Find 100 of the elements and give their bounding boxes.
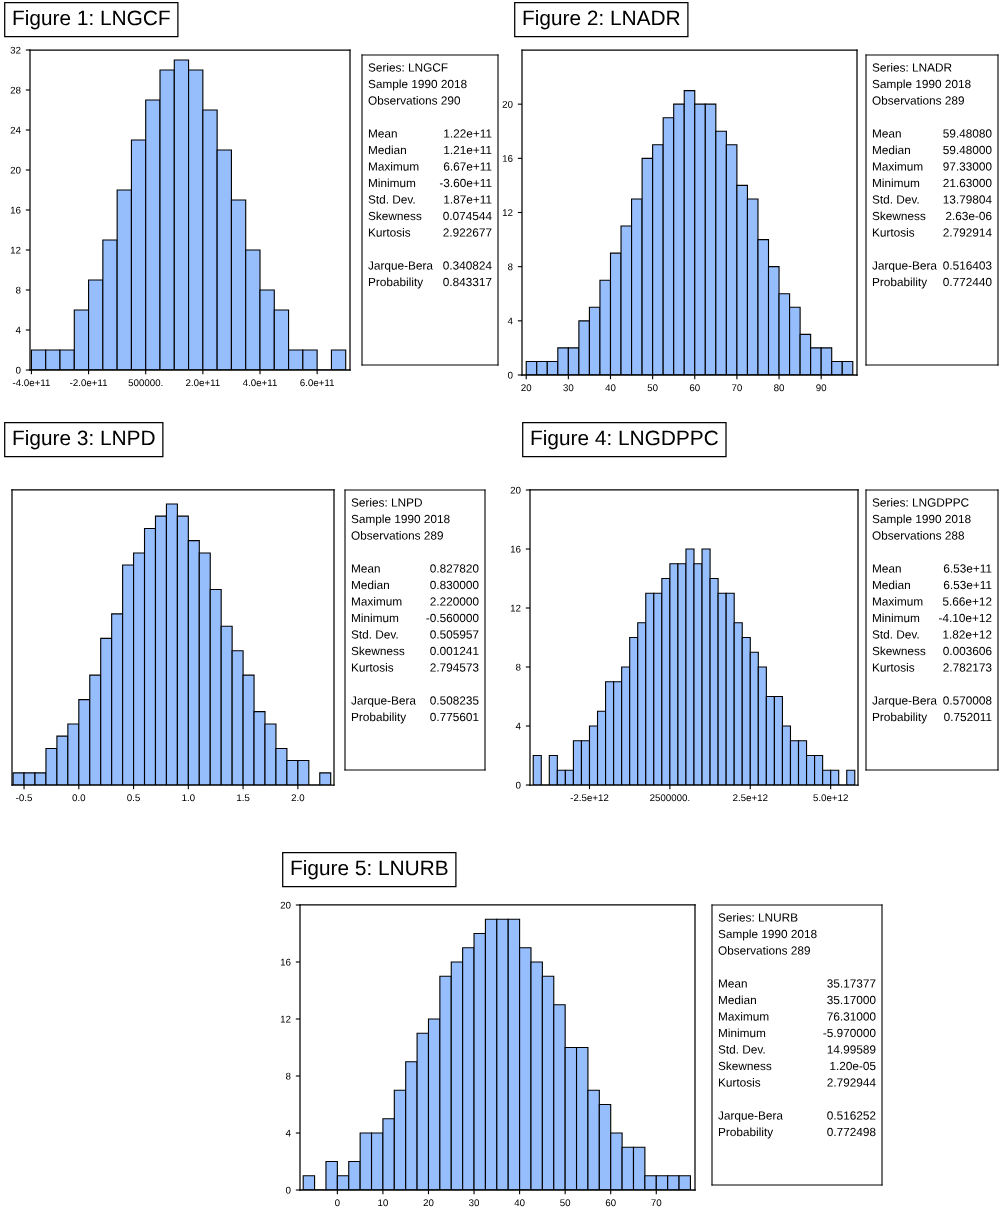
- text: Skewness 0.001241: [351, 646, 479, 656]
- y-tick-label: 0: [507, 371, 513, 379]
- text: Probability 0.772440: [872, 277, 992, 289]
- chart-title: Figure 5: LNURB: [291, 860, 448, 880]
- x-tick-label: 20: [423, 1199, 434, 1207]
- text: Maximum 2.220000: [351, 597, 479, 606]
- x-tick-label: 90: [816, 384, 827, 392]
- text: Probability 0.843317: [368, 277, 492, 289]
- x-tick-label: 30: [469, 1199, 480, 1207]
- chart-title: Figure 3: LNPD: [13, 430, 155, 450]
- text: Jarque-Bera 0.516403: [872, 261, 992, 273]
- x-tick-label: 40: [605, 384, 616, 392]
- text: Series: LNGDPPC: [872, 498, 969, 507]
- x-tick-label: 0.0: [72, 794, 86, 802]
- y-tick-label: 4: [285, 1129, 291, 1137]
- y-tick-label: 4: [507, 317, 513, 325]
- text: Jarque-Bera 0.570008: [872, 696, 992, 708]
- text: Minimum -0.560000: [351, 613, 479, 623]
- y-tick-label: 8: [507, 263, 513, 271]
- text: Median 35.17000: [718, 995, 876, 1005]
- text: Observations 288: [872, 531, 965, 540]
- text: Kurtosis 2.794573: [351, 663, 479, 672]
- text: Maximum 97.33000: [872, 162, 992, 171]
- x-tick-label: 2.0: [291, 794, 305, 802]
- x-tick-label: 70: [651, 1199, 662, 1207]
- y-tick-label: 20: [510, 486, 521, 494]
- y-tick-label: 24: [10, 126, 21, 134]
- text: Std. Dev. 13.79804: [872, 195, 992, 204]
- text: Observations 289: [718, 946, 810, 955]
- x-tick-label: 80: [774, 384, 785, 392]
- x-tick-label: 0.5: [127, 794, 140, 802]
- text: Minimum -4.10e+12: [872, 613, 992, 623]
- x-tick-label: 1.5: [237, 794, 250, 802]
- y-tick-label: 20: [502, 100, 513, 108]
- y-tick-label: 12: [502, 209, 513, 217]
- x-tick-label: 500000.: [128, 379, 163, 387]
- x-tick-label: 30: [563, 384, 574, 392]
- text: Maximum 6.67e+11: [368, 162, 492, 171]
- text: Std. Dev. 1.82e+12: [872, 630, 992, 639]
- x-tick-label: 0: [335, 1199, 340, 1207]
- text: Kurtosis 2.922677: [368, 228, 492, 237]
- y-tick-label: 12: [510, 604, 521, 612]
- y-tick-label: 0: [15, 366, 21, 374]
- x-tick-label: 20: [521, 384, 532, 392]
- text: Median 6.53e+11: [872, 580, 992, 590]
- text: Minimum -5.970000: [718, 1028, 876, 1038]
- y-tick-label: 32: [10, 46, 21, 54]
- text: Kurtosis 2.782173: [872, 663, 992, 672]
- text: Jarque-Bera 0.516252: [718, 1111, 876, 1123]
- text: Series: LNGCF: [368, 63, 448, 72]
- x-tick-label: 10: [378, 1199, 388, 1207]
- x-tick-label: 60: [605, 1199, 616, 1207]
- text: Observations 289: [872, 96, 964, 105]
- text: Mean 35.17377: [718, 979, 876, 988]
- y-tick-label: 16: [510, 545, 521, 553]
- text: Maximum 5.66e+12: [872, 597, 992, 606]
- x-tick-label: 40: [514, 1199, 525, 1207]
- y-tick-label: 0: [285, 1186, 291, 1194]
- text: Jarque-Bera 0.340824: [368, 261, 492, 273]
- text: Skewness 1.20e-05: [718, 1061, 876, 1071]
- text: Probability 0.752011: [872, 712, 992, 724]
- text: Series: LNPD: [351, 498, 422, 507]
- x-tick-label: -2.5e+12: [570, 794, 609, 802]
- text: Series: LNURB: [718, 913, 798, 922]
- text: Median 0.830000: [351, 580, 479, 590]
- text: Sample 1990 2018: [368, 79, 467, 91]
- text: Sample 1990 2018: [872, 514, 971, 526]
- text: Mean 1.22e+11: [368, 129, 492, 138]
- text: Minimum 21.63000: [872, 178, 992, 188]
- x-tick-label: 5.0e+12: [813, 794, 848, 802]
- y-tick-label: 16: [10, 206, 21, 214]
- x-tick-label: 70: [732, 384, 742, 392]
- text: Std. Dev. 0.505957: [351, 630, 479, 639]
- x-tick-label: -4.0e+11: [12, 379, 50, 387]
- x-tick-label: 1.0: [182, 794, 195, 802]
- text: Median 59.48000: [872, 145, 992, 155]
- y-tick-label: 0: [515, 781, 521, 789]
- y-tick-label: 8: [285, 1072, 291, 1080]
- text: Jarque-Bera 0.508235: [351, 696, 479, 708]
- text: Std. Dev. 14.99589: [718, 1045, 876, 1054]
- text: Sample 1990 2018: [872, 79, 971, 91]
- text: Observations 289: [351, 531, 443, 540]
- x-tick-label: -2.0e+11: [70, 379, 108, 387]
- text: Median 1.21e+11: [368, 145, 492, 155]
- y-tick-label: 20: [280, 901, 291, 909]
- y-tick-label: 4: [515, 722, 521, 730]
- text: Observations 290: [368, 96, 461, 105]
- y-tick-label: 16: [280, 958, 291, 966]
- y-tick-label: 20: [10, 166, 21, 174]
- x-tick-label: 2.5e+12: [733, 794, 768, 802]
- y-tick-label: 8: [515, 663, 521, 671]
- chart-title: Figure 2: LNADR: [523, 10, 680, 30]
- text: Maximum 76.31000: [718, 1012, 876, 1021]
- text: Std. Dev. 1.87e+11: [368, 195, 492, 204]
- text: Skewness 0.074544: [368, 211, 492, 221]
- chart-title: Figure 1: LNGCF: [13, 10, 170, 30]
- x-tick-label: -0.5: [16, 794, 33, 802]
- chart-title: Figure 4: LNGDPPC: [531, 430, 718, 450]
- y-tick-label: 12: [280, 1015, 291, 1023]
- x-tick-label: 2.0e+11: [186, 379, 220, 387]
